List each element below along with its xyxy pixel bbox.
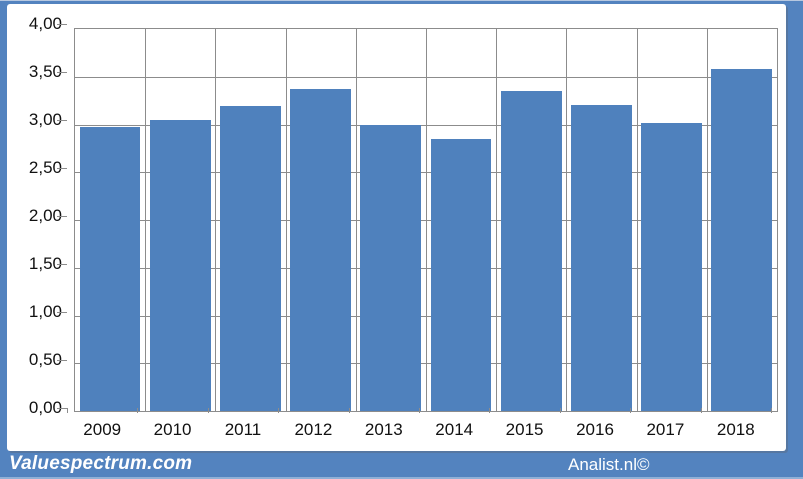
y-tick-mark xyxy=(57,264,67,265)
y-tick-label: 1,00 xyxy=(28,302,62,321)
x-tick-label-2015: 2015 xyxy=(505,420,544,439)
y-tick-mark xyxy=(57,216,67,217)
bar-2017 xyxy=(641,122,703,411)
bar-2013 xyxy=(360,124,422,411)
x-tick-label-2009: 2009 xyxy=(83,420,122,439)
x-tick-mark xyxy=(278,408,280,413)
x-tick-mark xyxy=(207,408,209,413)
brand-valuespectrum: Valuespectrum.com xyxy=(9,453,193,474)
y-tick-label: 0,50 xyxy=(28,350,62,369)
y-tick-label: 2,50 xyxy=(28,158,62,177)
frame-top-highlight xyxy=(0,0,803,1)
y-tick-mark xyxy=(57,312,67,313)
x-tick-label-2011: 2011 xyxy=(224,420,262,439)
y-tick-mark xyxy=(57,408,67,409)
x-tick-label-2013: 2013 xyxy=(364,420,403,439)
y-tick-label: 4,00 xyxy=(28,14,62,33)
v-gridline xyxy=(285,29,287,411)
x-tick-label-2016: 2016 xyxy=(576,420,614,439)
chart-panel: 4,00 3,50 3,00 2,50 2,00 1,50 1,00 0,50 0,00 200… xyxy=(7,4,786,451)
y-tick-mark xyxy=(57,360,67,361)
y-tick-label: 3,50 xyxy=(28,62,62,81)
x-tick-mark xyxy=(137,408,139,413)
v-gridline xyxy=(145,29,147,411)
bar-2010 xyxy=(149,119,211,411)
y-tick-label: 1,50 xyxy=(28,254,62,273)
x-tick-mark xyxy=(489,408,491,413)
x-tick-mark xyxy=(67,408,68,413)
bar-2009 xyxy=(79,127,141,411)
y-tick-label: 3,00 xyxy=(28,110,62,129)
bar-2018 xyxy=(711,69,773,411)
v-gridline xyxy=(355,29,357,411)
v-gridline xyxy=(496,29,498,411)
x-tick-label-2012: 2012 xyxy=(294,420,333,439)
y-tick-label: 2,00 xyxy=(28,206,62,225)
bar-2014 xyxy=(430,138,492,411)
y-tick-mark xyxy=(57,24,67,25)
x-tick-label-2014: 2014 xyxy=(435,420,474,439)
v-gridline xyxy=(566,29,568,411)
x-tick-mark xyxy=(419,408,420,413)
bar-2015 xyxy=(500,91,562,411)
v-gridline xyxy=(636,29,638,411)
frame-bottom-highlight xyxy=(0,477,803,479)
y-tick-mark xyxy=(57,168,67,169)
brand-analist: Analist.nl© xyxy=(568,455,650,474)
x-tick-label-2010: 2010 xyxy=(153,420,192,439)
bar-2011 xyxy=(220,106,281,411)
y-tick-mark xyxy=(57,72,67,73)
v-gridline xyxy=(215,29,217,411)
v-gridline xyxy=(426,29,427,411)
x-tick-mark xyxy=(771,408,772,413)
plot-area xyxy=(74,28,778,412)
y-tick-label: 0,00 xyxy=(28,398,62,417)
bar-2012 xyxy=(290,89,352,411)
v-gridline xyxy=(706,29,708,411)
x-tick-mark xyxy=(700,408,702,413)
x-tick-mark xyxy=(630,408,632,413)
x-tick-mark xyxy=(348,408,350,413)
x-tick-mark xyxy=(559,408,561,413)
bar-2016 xyxy=(571,105,632,411)
x-tick-label-2017: 2017 xyxy=(646,420,685,439)
x-tick-label-2018: 2018 xyxy=(716,420,755,439)
y-tick-mark xyxy=(57,120,67,121)
